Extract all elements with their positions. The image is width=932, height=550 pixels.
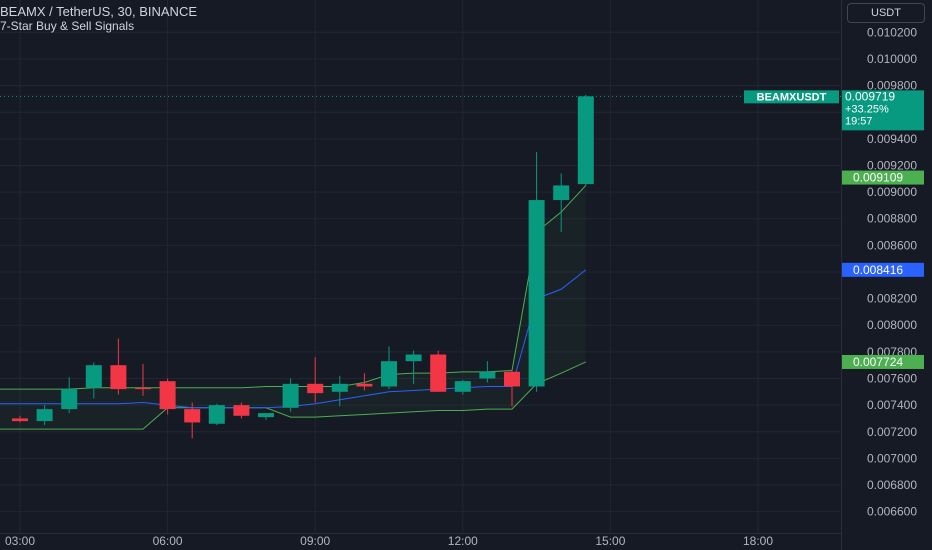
candle-body[interactable] — [184, 409, 201, 423]
candle-body[interactable] — [36, 409, 53, 422]
x-tick-label: 03:00 — [5, 534, 35, 548]
candle-body[interactable] — [85, 365, 102, 388]
currency-button[interactable]: USDT — [847, 3, 925, 23]
candle-body[interactable] — [331, 383, 348, 392]
candle-body[interactable] — [307, 383, 324, 394]
candle-body[interactable] — [208, 405, 225, 424]
y-tick-label: 0.007000 — [867, 451, 917, 465]
y-tick-label: 0.007400 — [867, 398, 917, 412]
candle-body[interactable] — [454, 381, 471, 392]
y-tick-label: 0.009800 — [867, 79, 917, 93]
last-price-badge — [842, 90, 924, 131]
chart-legend: BEAMX / TetherUS, 30, BINANCE 7-Star Buy… — [0, 4, 197, 34]
candle-body[interactable] — [233, 405, 250, 416]
price-change-percent: +33.25% — [845, 103, 889, 115]
y-tick-label: 0.008000 — [867, 318, 917, 332]
candle-body[interactable] — [258, 413, 274, 418]
x-tick-label: 12:00 — [448, 534, 478, 548]
indicator-lower-line — [0, 361, 587, 430]
x-tick-label: 06:00 — [153, 534, 183, 548]
y-tick-label: 0.006600 — [867, 505, 917, 519]
y-tick-label: 0.009400 — [867, 132, 917, 146]
candle-body[interactable] — [577, 96, 594, 185]
symbol-title[interactable]: BEAMX / TetherUS, 30, BINANCE — [0, 4, 197, 19]
y-tick-label: 0.006800 — [867, 478, 917, 492]
ticker-badge-label: BEAMXUSDT — [757, 91, 827, 103]
candle-body[interactable] — [504, 371, 520, 387]
candle-body[interactable] — [159, 381, 176, 410]
y-tick-label: 0.007200 — [867, 425, 917, 439]
indicator-price-label — [842, 262, 924, 277]
candle-body[interactable] — [553, 185, 570, 201]
x-tick-label: 18:00 — [743, 534, 773, 548]
y-tick-label: 0.009000 — [867, 185, 917, 199]
candle-body[interactable] — [528, 200, 545, 387]
indicator-price-label — [842, 354, 924, 369]
last-price-value: 0.009719 — [845, 89, 895, 103]
indicator-band-fill — [0, 185, 586, 430]
candle-body[interactable] — [381, 361, 397, 387]
candle-body[interactable] — [430, 354, 447, 392]
candle-body[interactable] — [135, 387, 151, 390]
indicator-price-value: 0.009109 — [853, 171, 903, 185]
indicator-price-value: 0.008416 — [853, 263, 903, 277]
candle-body[interactable] — [61, 389, 78, 410]
y-tick-label: 0.008600 — [867, 238, 917, 252]
y-tick-label: 0.009200 — [867, 158, 917, 172]
bar-countdown: 19:57 — [845, 115, 873, 127]
y-tick-label: 0.007600 — [867, 371, 917, 385]
y-tick-label: 0.010200 — [867, 25, 917, 39]
y-tick-label: 0.010000 — [867, 52, 917, 66]
candle-body[interactable] — [405, 354, 422, 362]
indicator-price-label — [842, 170, 924, 185]
indicator-price-value: 0.007724 — [853, 355, 903, 369]
y-tick-label: 0.008800 — [867, 212, 917, 226]
candle-body[interactable] — [479, 371, 496, 379]
x-tick-label: 15:00 — [595, 534, 625, 548]
y-tick-label: 0.008200 — [867, 292, 917, 306]
indicator-title[interactable]: 7-Star Buy & Sell Signals — [0, 19, 135, 33]
x-tick-label: 09:00 — [300, 534, 330, 548]
candle-body[interactable] — [110, 365, 127, 390]
candle-body[interactable] — [12, 418, 28, 422]
candle-body[interactable] — [282, 383, 299, 408]
ticker-badge — [744, 90, 839, 104]
candle-body[interactable] — [356, 383, 373, 387]
